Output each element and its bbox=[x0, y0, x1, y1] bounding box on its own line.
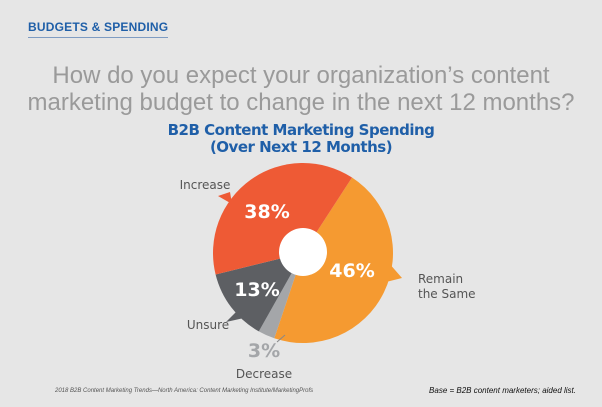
slice-pointer-2 bbox=[226, 312, 244, 322]
category-label-0: the Same bbox=[418, 287, 476, 301]
data-label-1: 3% bbox=[248, 340, 280, 362]
chart-title: B2B Content Marketing Spending (Over Nex… bbox=[0, 122, 602, 156]
category-label-2: Unsure bbox=[187, 318, 229, 332]
source-note: 2018 B2B Content Marketing Trends—North … bbox=[55, 388, 314, 394]
category-label-3: Increase bbox=[180, 178, 231, 192]
leader-line bbox=[276, 334, 286, 343]
chart-subtitle: (Over Next 12 Months) bbox=[209, 138, 393, 156]
base-note: Base = B2B content marketers; aided list… bbox=[429, 386, 576, 395]
slice-increase bbox=[212, 162, 353, 275]
data-label-0: 46% bbox=[329, 260, 374, 282]
category-label-1: Decrease bbox=[236, 367, 292, 381]
chart-title-main: B2B Content Marketing Spending bbox=[167, 121, 435, 139]
slice-pointer-3 bbox=[218, 192, 232, 204]
category-label-0: Remain bbox=[418, 272, 463, 286]
donut-hole bbox=[279, 228, 327, 276]
slice-decrease bbox=[258, 253, 303, 339]
section-label: BUDGETS & SPENDING bbox=[28, 20, 169, 38]
slice-unsure bbox=[215, 253, 303, 332]
data-label-2: 13% bbox=[234, 279, 279, 301]
slice-remain-the-same bbox=[274, 177, 394, 343]
data-label-3: 38% bbox=[244, 201, 289, 223]
survey-question: How do you expect your organization’s co… bbox=[27, 62, 575, 116]
